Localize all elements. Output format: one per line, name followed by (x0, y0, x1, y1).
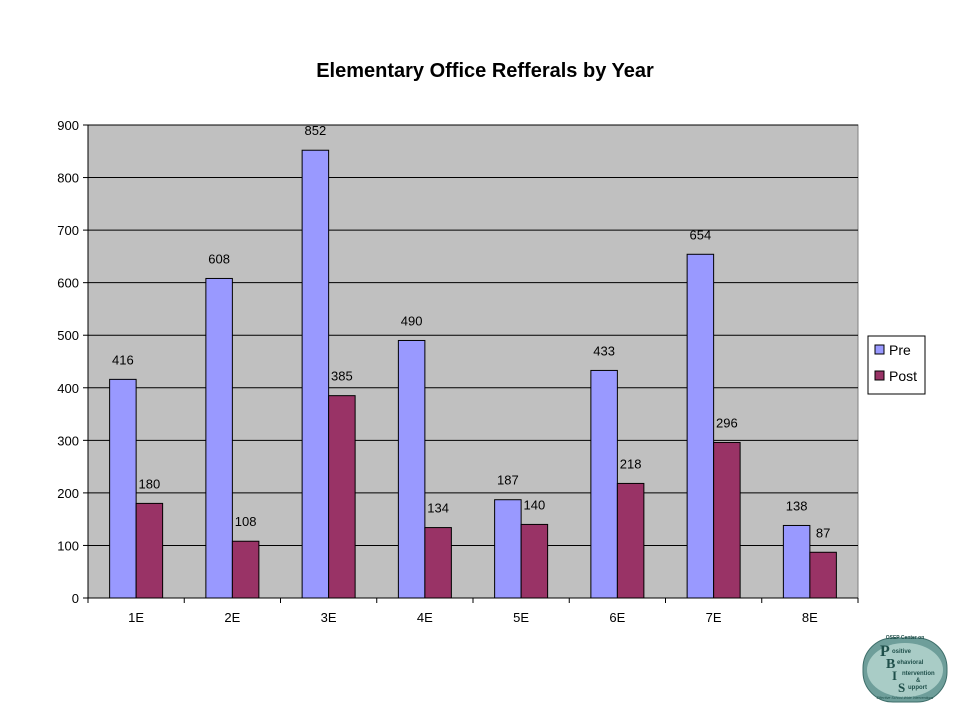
legend: Pre Post (867, 335, 926, 395)
y-tick-label: 600 (57, 276, 79, 291)
y-tick-label: 200 (57, 486, 79, 501)
logo-word-support: upport (908, 685, 927, 691)
data-label-post-7e: 296 (716, 415, 738, 430)
bar-post-8e (809, 551, 837, 599)
bar-pre-2e (205, 277, 233, 599)
bar-pre-7e (686, 253, 715, 599)
plot-background (87, 124, 859, 599)
legend-label-pre: Pre (889, 342, 911, 358)
y-tick-label: 0 (72, 591, 79, 606)
data-label-pre-5e: 187 (497, 473, 519, 488)
y-tick-label: 400 (57, 381, 79, 396)
x-tick-label: 5E (513, 610, 529, 625)
logo-word-intervention: ntervention (902, 671, 935, 677)
data-label-pre-1e: 416 (112, 352, 134, 367)
y-tick-label: 100 (57, 538, 79, 553)
data-label-pre-8e: 138 (786, 498, 808, 513)
bar-post-5e (520, 523, 549, 599)
bar-pre-5e (494, 499, 522, 599)
data-label-post-8e: 87 (816, 525, 830, 540)
data-label-post-5e: 140 (524, 497, 546, 512)
bar-post-3e (328, 395, 356, 599)
logo-letter-i: I (892, 668, 897, 683)
logo-letter-s: S (898, 680, 905, 695)
y-tick-label: 900 (57, 118, 79, 133)
legend-label-post: Post (889, 368, 917, 384)
plot-area: 0 100 200 300 400 500 600 700 800 900 416 180 1E 608 1… (57, 118, 859, 625)
data-label-post-6e: 218 (620, 456, 642, 471)
bar-post-6e (616, 482, 645, 599)
logo-word-and: & (916, 678, 921, 684)
data-label-post-3e: 385 (331, 369, 353, 384)
x-tick-label: 7E (706, 610, 722, 625)
data-label-pre-6e: 433 (593, 343, 615, 358)
bar-post-4e (424, 527, 452, 599)
chart-title: Elementary Office Refferals by Year (316, 60, 654, 82)
x-tick-label: 3E (321, 610, 337, 625)
data-label-pre-7e: 654 (690, 227, 712, 242)
legend-swatch-pre (874, 344, 885, 355)
x-tick-label: 6E (609, 610, 625, 625)
data-label-pre-3e: 852 (305, 123, 327, 138)
bar-pre-1e (109, 378, 137, 599)
x-tick-label: 4E (417, 610, 433, 625)
pbis-logo: OSEP Center on P B I S ositive ehavioral… (862, 635, 948, 703)
bar-post-7e (713, 441, 741, 599)
logo-top-text: OSEP Center on (886, 635, 925, 641)
x-tick-label: 1E (128, 610, 144, 625)
bar-post-1e (135, 502, 164, 599)
bar-pre-3e (301, 149, 330, 599)
data-label-post-1e: 180 (139, 476, 161, 491)
logo-tagline: Effective School-Wide Interventions (877, 696, 934, 700)
y-tick-label: 700 (57, 223, 79, 238)
bar-post-2e (231, 540, 260, 599)
data-label-pre-4e: 490 (401, 313, 423, 328)
y-tick-label: 300 (57, 433, 79, 448)
bar-pre-6e (590, 369, 618, 599)
x-tick-label: 2E (224, 610, 240, 625)
data-label-post-4e: 134 (427, 501, 449, 516)
data-label-pre-2e: 608 (208, 251, 230, 266)
bar-pre-4e (397, 339, 426, 599)
bar-pre-8e (782, 524, 811, 599)
y-tick-label: 800 (57, 171, 79, 186)
logo-word-behavioral: ehavioral (897, 660, 924, 666)
data-label-post-2e: 108 (235, 514, 257, 529)
logo-letter-b: B (886, 657, 895, 672)
y-tick-label: 500 (57, 328, 79, 343)
legend-swatch-post (874, 370, 885, 381)
logo-letter-p: P (880, 643, 890, 660)
logo-word-positive: ositive (892, 649, 912, 655)
x-tick-label: 8E (802, 610, 818, 625)
